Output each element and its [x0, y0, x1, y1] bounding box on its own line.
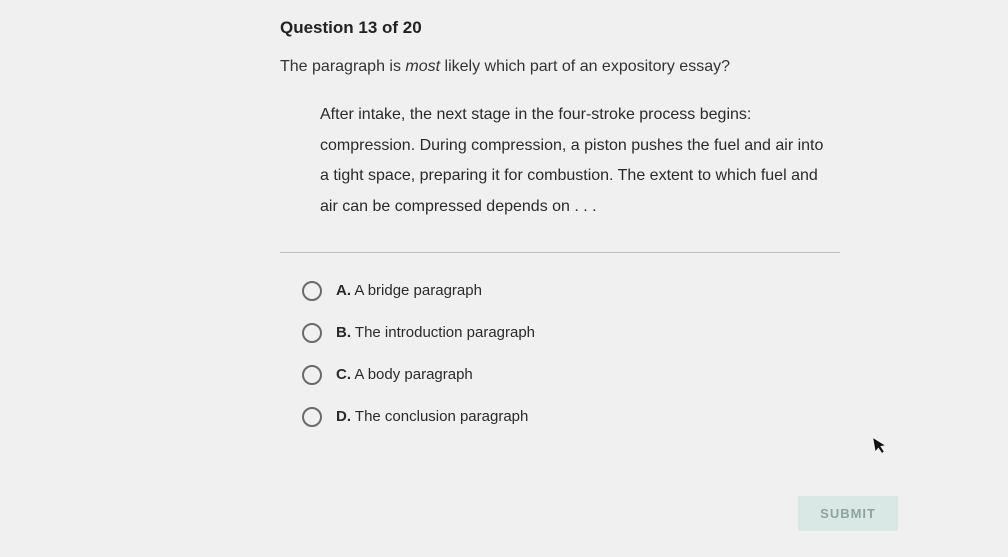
- option-letter: D.: [336, 408, 351, 425]
- prompt-text-post: likely which part of an expository essay…: [440, 58, 730, 75]
- radio-icon: [302, 407, 322, 427]
- question-counter: Question 13 of 20: [280, 18, 840, 38]
- option-text: A body paragraph: [354, 366, 472, 383]
- option-text: The conclusion paragraph: [355, 408, 528, 425]
- option-d[interactable]: D. The conclusion paragraph: [302, 407, 840, 427]
- option-text: A bridge paragraph: [354, 282, 482, 299]
- option-letter: C.: [336, 366, 351, 383]
- option-label: C. A body paragraph: [336, 366, 473, 383]
- option-label: A. A bridge paragraph: [336, 282, 482, 299]
- section-divider: [280, 252, 840, 253]
- option-text: The introduction paragraph: [355, 324, 535, 341]
- submit-container: SUBMIT: [798, 496, 898, 531]
- option-a[interactable]: A. A bridge paragraph: [302, 281, 840, 301]
- option-letter: B.: [336, 324, 351, 341]
- question-passage: After intake, the next stage in the four…: [320, 100, 830, 222]
- option-letter: A.: [336, 282, 351, 299]
- question-prompt: The paragraph is most likely which part …: [280, 56, 840, 78]
- radio-icon: [302, 365, 322, 385]
- radio-icon: [302, 323, 322, 343]
- prompt-emphasis: most: [405, 58, 440, 75]
- cursor-icon: [872, 435, 890, 460]
- answer-options: A. A bridge paragraph B. The introductio…: [302, 281, 840, 427]
- option-label: D. The conclusion paragraph: [336, 408, 528, 425]
- radio-icon: [302, 281, 322, 301]
- option-b[interactable]: B. The introduction paragraph: [302, 323, 840, 343]
- option-c[interactable]: C. A body paragraph: [302, 365, 840, 385]
- option-label: B. The introduction paragraph: [336, 324, 535, 341]
- submit-button[interactable]: SUBMIT: [798, 496, 898, 531]
- question-container: Question 13 of 20 The paragraph is most …: [280, 18, 840, 449]
- prompt-text-pre: The paragraph is: [280, 58, 405, 75]
